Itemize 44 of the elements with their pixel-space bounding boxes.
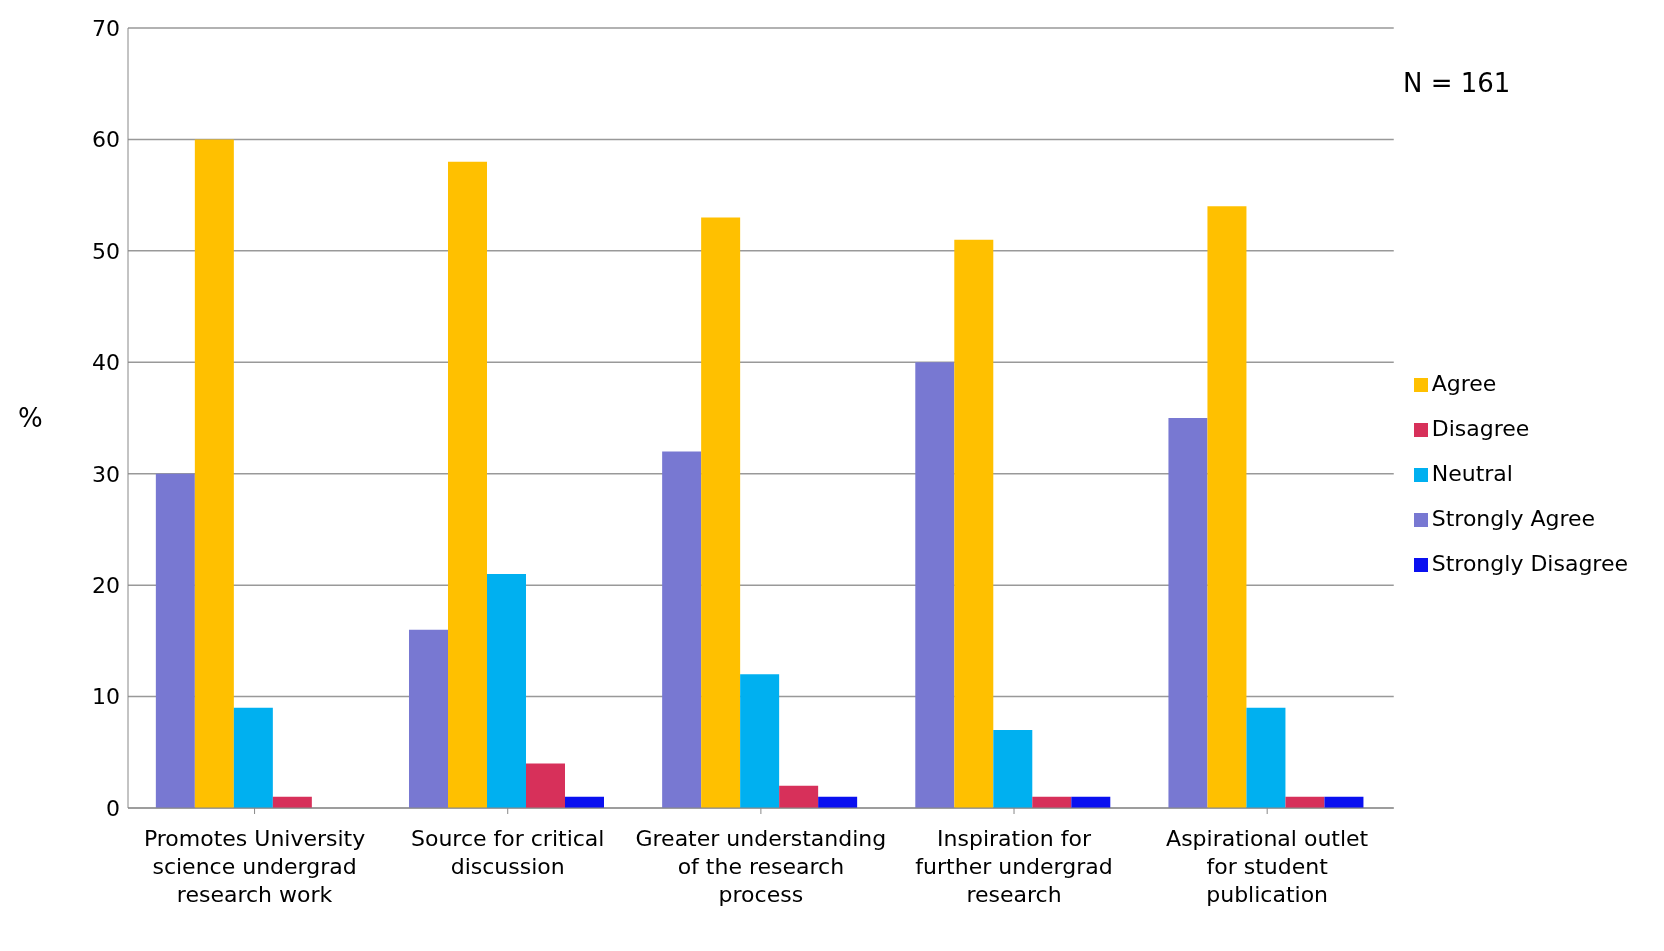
x-tick-label: Source for critical discussion — [410, 826, 605, 879]
bar — [993, 730, 1033, 808]
bar — [1207, 206, 1247, 808]
bar — [1324, 796, 1364, 808]
bar — [779, 785, 819, 808]
x-tick-label: Greater understanding of the research process — [635, 826, 887, 907]
legend-label: Neutral — [1431, 460, 1513, 486]
bar — [662, 451, 702, 808]
x-tick-label: Aspirational outlet for student publication — [1166, 826, 1369, 907]
y-tick-label: 30 — [92, 461, 120, 487]
legend-label: Strongly Agree — [1431, 505, 1596, 531]
legend-label: Disagree — [1431, 415, 1530, 441]
y-axis-title: % — [18, 403, 43, 434]
y-tick-label: 50 — [92, 238, 120, 264]
bar — [701, 217, 741, 808]
y-tick-label: 60 — [92, 127, 120, 153]
bar — [740, 674, 780, 808]
y-tick-label: 70 — [92, 15, 120, 41]
bar — [409, 629, 448, 808]
x-tick-label: Promotes University science undergrad research work — [143, 826, 366, 907]
bar — [1032, 796, 1072, 808]
bar — [818, 796, 858, 808]
x-tick-label: Inspiration for further undergrad research — [915, 826, 1113, 907]
bar — [1071, 796, 1111, 808]
bar — [565, 796, 604, 808]
bar — [1246, 707, 1286, 808]
bar — [272, 796, 312, 808]
bar — [155, 473, 195, 808]
legend-label: Agree — [1431, 370, 1497, 396]
bar — [487, 574, 526, 808]
y-tick-label: 0 — [106, 795, 120, 821]
bar — [954, 239, 994, 808]
y-tick-label: 10 — [92, 684, 120, 710]
bar — [1285, 796, 1325, 808]
text: N = 161 — [1403, 68, 1511, 98]
bar — [448, 161, 487, 808]
bar — [233, 707, 273, 808]
legend-label: Strongly Disagree — [1431, 550, 1628, 576]
y-tick-label: 20 — [92, 572, 120, 598]
bar — [526, 763, 565, 808]
bar — [1168, 418, 1208, 808]
y-tick-label: 40 — [92, 350, 120, 376]
bar — [915, 362, 955, 808]
bar — [194, 139, 234, 808]
